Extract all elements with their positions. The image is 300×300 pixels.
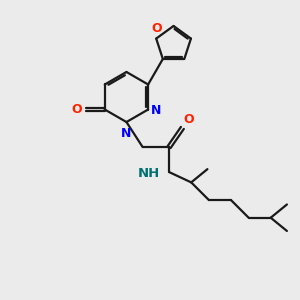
- Text: N: N: [121, 127, 132, 140]
- Text: NH: NH: [137, 167, 160, 180]
- Text: N: N: [151, 104, 161, 118]
- Text: O: O: [71, 103, 82, 116]
- Text: O: O: [184, 113, 194, 126]
- Text: O: O: [151, 22, 161, 35]
